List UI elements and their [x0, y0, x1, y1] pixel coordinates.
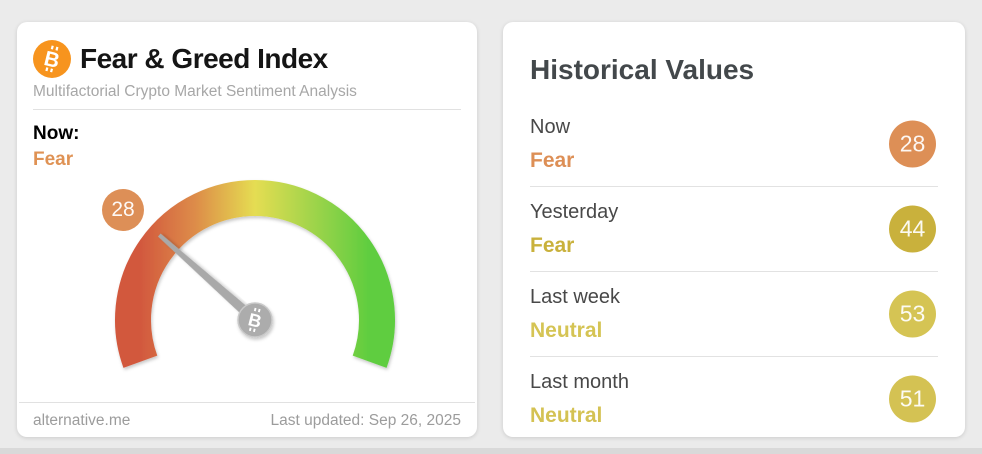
history-value-badge: 53 — [889, 290, 936, 338]
now-label: Now: — [33, 123, 80, 144]
history-row-classification: Neutral — [530, 319, 603, 342]
history-row-label: Last week — [530, 286, 621, 308]
last-updated-text: Last updated: Sep 26, 2025 — [270, 412, 461, 430]
history-row-classification: Fear — [530, 149, 575, 172]
gauge-svg: B — [115, 180, 395, 369]
gauge-arc — [115, 180, 395, 369]
history-value-badge: 51 — [889, 375, 936, 423]
history-row-label: Yesterday — [530, 201, 619, 223]
history-row-label: Now — [530, 116, 571, 138]
fear-greed-card: B Fear & Greed Index Multifactorial Cryp… — [17, 22, 477, 437]
history-value-badge: 28 — [889, 120, 936, 168]
now-block: Now: Fear — [33, 121, 461, 173]
history-row-last-month: Last month Neutral 51 — [530, 356, 938, 441]
sentiment-gauge: B 28 — [85, 174, 425, 402]
fear-greed-header: B Fear & Greed Index — [33, 40, 461, 78]
gauge-hub-bitcoin-icon: B — [237, 302, 273, 339]
history-value-badge: 44 — [889, 205, 936, 253]
history-row-now: Now Fear 28 — [530, 102, 938, 186]
now-classification: Fear — [33, 149, 74, 171]
subtitle: Multifactorial Crypto Market Sentiment A… — [33, 83, 357, 100]
source-link[interactable]: alternative.me — [33, 412, 131, 430]
historical-values-card: Historical Values Now Fear 28 Yesterday … — [503, 22, 965, 437]
card-footer: alternative.me Last updated: Sep 26, 202… — [19, 402, 475, 430]
viewport-bottom-edge — [0, 448, 982, 454]
history-row-last-week: Last week Neutral 53 — [530, 271, 938, 356]
header-divider — [33, 109, 461, 110]
bitcoin-icon: B — [33, 40, 71, 78]
gauge-needle — [157, 233, 259, 325]
history-row-label: Last month — [530, 371, 629, 393]
svg-text:B: B — [42, 47, 62, 73]
historical-values-title: Historical Values — [530, 54, 755, 85]
history-row-classification: Neutral — [530, 404, 603, 427]
history-row-yesterday: Yesterday Fear 44 — [530, 186, 938, 271]
svg-text:B: B — [246, 310, 263, 333]
history-row-classification: Fear — [530, 234, 575, 257]
gauge-value-badge: 28 — [102, 189, 144, 232]
page-title: Fear & Greed Index — [80, 43, 328, 74]
